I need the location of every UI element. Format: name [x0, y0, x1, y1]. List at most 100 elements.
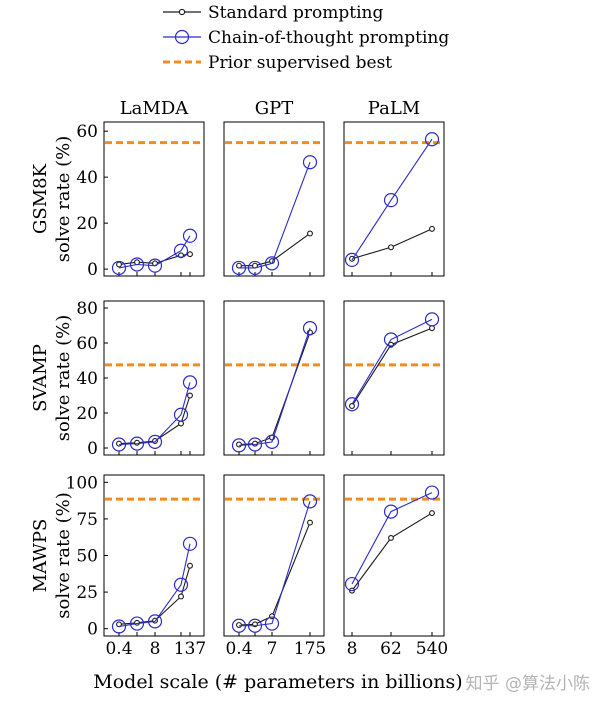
y-tick-label: 0 [87, 260, 98, 280]
legend-item-best: Prior supervised best [163, 53, 392, 73]
panel-frame [103, 121, 205, 277]
panel-lamda-gsm8k: 0 20 40 60 GSM8K solve rate (%) [30, 121, 205, 280]
cot-point [147, 614, 163, 629]
row-label-mawps: MAWPS [30, 519, 51, 593]
cot-point [264, 616, 280, 631]
x-tick-label: 540 [416, 639, 448, 659]
standard-point [388, 244, 394, 251]
y-tick-label: 40 [76, 369, 98, 389]
cot-point [182, 536, 198, 551]
cot-point [231, 618, 247, 633]
standard-point [134, 259, 140, 266]
x-tick-label: 8 [347, 639, 358, 659]
standard-point [236, 441, 242, 448]
panel-gpt-svamp [223, 300, 325, 456]
standard-point [307, 230, 313, 237]
panel-frame [103, 300, 205, 456]
legend-label: Standard prompting [208, 3, 383, 23]
cot-point [231, 438, 247, 453]
x-axis-label: Model scale (# parameters in billions) [93, 671, 462, 693]
cot-point [344, 397, 360, 412]
y-tick-label: 20 [76, 214, 98, 234]
cot-point [231, 260, 247, 276]
cot-point [173, 243, 189, 258]
legend-label: Chain-of-thought prompting [208, 28, 449, 48]
y-axis-label: solve rate (%) [53, 315, 74, 441]
standard-series-line [239, 233, 311, 267]
y-tick-label: 20 [76, 404, 98, 424]
watermark: 知乎 @算法小陈 [466, 674, 590, 694]
cot-point [173, 577, 189, 592]
standard-point [134, 439, 140, 446]
column-title-lamda: LaMDA [120, 98, 190, 119]
row-label-gsm8k: GSM8K [30, 163, 51, 234]
y-tick-label: 50 [76, 547, 98, 567]
cot-point [182, 375, 198, 390]
cot-point [129, 257, 145, 272]
standard-point [116, 440, 122, 447]
standard-point [388, 534, 394, 541]
standard-point [116, 621, 122, 628]
x-tick-label: 7 [267, 639, 278, 659]
cot-series-line [238, 327, 311, 446]
cot-point [147, 434, 163, 449]
standard-point [307, 519, 313, 526]
legend: Standard prompting Chain-of-thought promp… [163, 3, 449, 73]
y-tick-label: 25 [76, 583, 98, 603]
cot-point [129, 436, 145, 451]
panel-gpt-gsm8k [223, 121, 325, 277]
y-tick-label: 0 [87, 439, 98, 459]
cot-point [424, 132, 440, 147]
y-tick-label: 75 [76, 510, 98, 530]
panel-frame [223, 300, 325, 456]
panel-frame [343, 474, 445, 637]
y-tick-label: 60 [76, 122, 98, 142]
cot-point [344, 576, 360, 592]
y-tick-label: 100 [66, 473, 98, 493]
cot-point [111, 260, 127, 276]
standard-series-line [351, 228, 433, 260]
cot-point [182, 228, 198, 243]
cot-point [111, 437, 127, 452]
standard-point [236, 262, 242, 269]
standard-point [187, 392, 193, 399]
panel-frame [223, 474, 325, 637]
legend-marker-standard [178, 8, 186, 16]
legend-item-cot: Chain-of-thought prompting [163, 28, 449, 48]
cot-point [147, 258, 163, 273]
panel-palm-gsm8k [343, 121, 445, 277]
standard-series-line [351, 512, 433, 591]
cot-point [344, 252, 360, 268]
cot-series-line [118, 543, 191, 628]
y-tick-label: 80 [76, 299, 98, 319]
legend-label: Prior supervised best [208, 53, 392, 73]
cot-point [302, 155, 318, 170]
x-tick-label: 8 [150, 639, 161, 659]
x-tick-label: 175 [294, 639, 326, 659]
y-tick-label: 60 [76, 334, 98, 354]
panel-gpt-mawps: 0.4 7 175 [223, 474, 326, 659]
cot-point [247, 437, 263, 452]
standard-series-line [238, 332, 311, 446]
cot-series-line [239, 501, 311, 627]
cot-point [302, 321, 318, 336]
panel-frame [343, 121, 445, 277]
x-tick-label: 0.4 [105, 639, 132, 659]
cot-series-line [351, 492, 433, 585]
standard-point [236, 622, 242, 628]
panel-lamda-svamp: 0 20 40 60 80 SVAMP solve rate (%) [30, 299, 205, 459]
y-axis-label: solve rate (%) [53, 136, 74, 262]
standard-point [252, 440, 258, 447]
cot-point [247, 618, 263, 633]
x-tick-label: 62 [380, 639, 402, 659]
cot-point [264, 256, 280, 271]
cot-point [302, 494, 318, 509]
cot-series-line [351, 138, 433, 261]
cot-point [424, 312, 440, 327]
standard-point [152, 438, 158, 444]
panel-frame [223, 121, 325, 277]
cot-point [424, 485, 440, 500]
panel-frame [343, 300, 445, 456]
